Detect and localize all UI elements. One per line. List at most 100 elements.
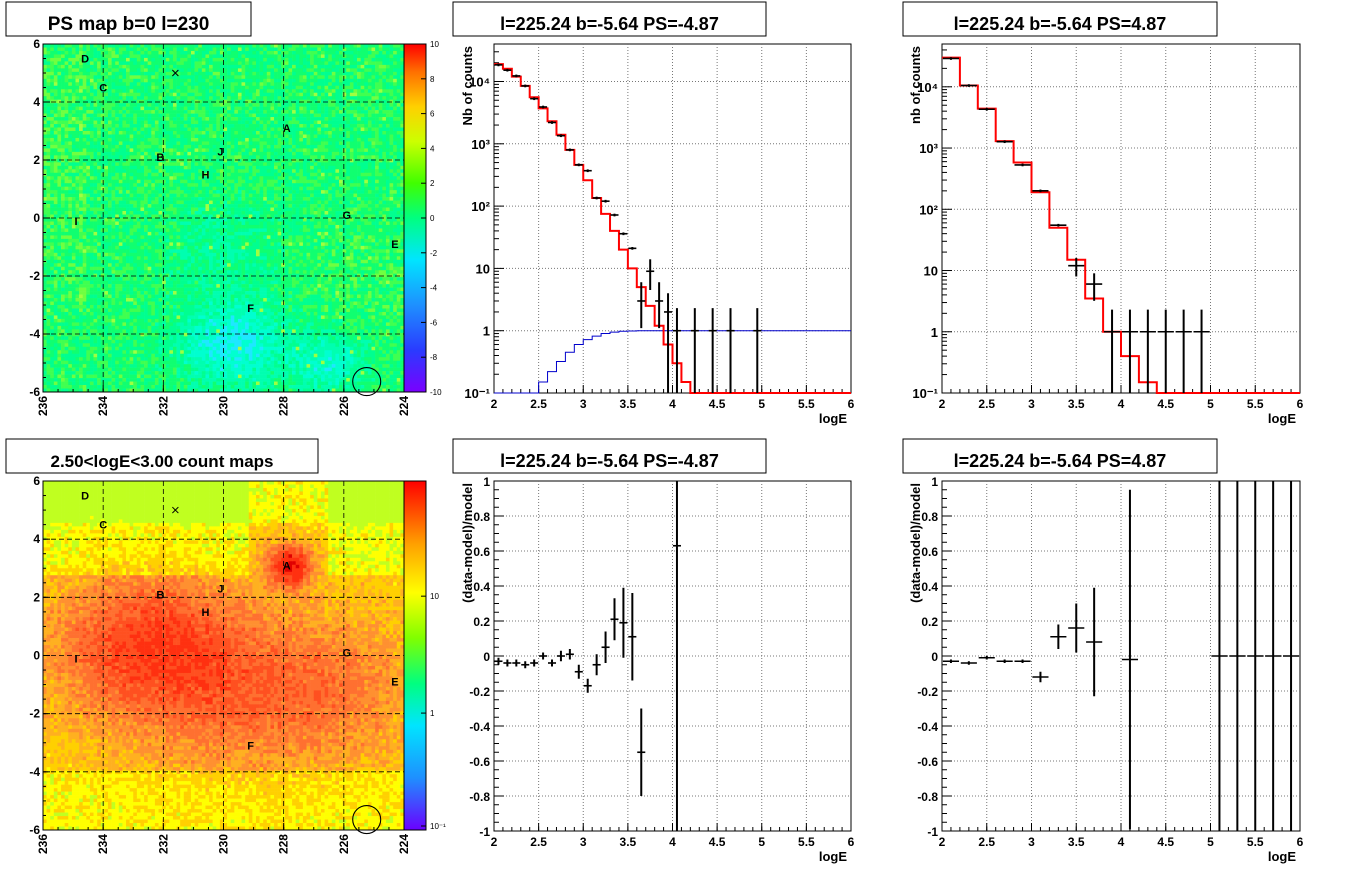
colorbar-tick-label: 1 — [430, 709, 435, 718]
title-ps-map: PS map b=0 l=230 — [48, 14, 210, 35]
x-axis-label: logE — [819, 411, 847, 426]
x-tick-label: 6 — [848, 835, 855, 849]
y-tick-label: 10³ — [471, 137, 490, 152]
y-tick-label: 0.4 — [921, 580, 938, 594]
exposure-line — [494, 330, 851, 394]
source-label-J: J — [217, 146, 223, 158]
title-count-maps: 2.50<logE<3.00 count maps — [51, 452, 274, 471]
x-tick-label: 3.5 — [620, 397, 637, 411]
y-tick-label: 10 — [924, 264, 938, 279]
title-residual-neg-box — [452, 438, 767, 474]
y-tick-label: 10² — [471, 199, 490, 214]
y-axis-label: Nb of counts — [460, 46, 475, 125]
y-tick-label: -6 — [29, 823, 40, 837]
x-tick-label: 2 — [491, 397, 498, 411]
x-tick-label: 228 — [277, 396, 291, 416]
y-tick-label: 0.6 — [473, 545, 490, 559]
x-tick-label: 6 — [848, 397, 855, 411]
x-tick-label: 2.5 — [530, 835, 547, 849]
y-tick-label: 4 — [33, 532, 40, 546]
y-axis-label: (data-model)/model — [908, 483, 923, 603]
x-axis-label: logE — [819, 849, 847, 864]
y-tick-label: -0.8 — [469, 790, 490, 804]
colorbar-tick-label: 10 — [430, 592, 439, 601]
y-tick-label: 2 — [33, 590, 40, 604]
y-tick-label: 0.8 — [921, 510, 938, 524]
x-tick-label: 3 — [580, 397, 587, 411]
y-tick-label: -0.6 — [469, 755, 490, 769]
x-tick-label: 3.5 — [1068, 835, 1085, 849]
y-tick-label: 1 — [483, 475, 490, 489]
source-label-G: G — [343, 648, 352, 660]
y-tick-label: 1 — [931, 325, 938, 340]
title-spectrum-neg-box — [452, 1, 767, 37]
x-tick-label: 236 — [36, 834, 50, 854]
x-tick-label: 3 — [1028, 397, 1035, 411]
source-label-I: I — [75, 216, 78, 228]
title-ps-map-box — [5, 1, 252, 37]
y-tick-label: -2 — [29, 707, 40, 721]
y-tick-label: -4 — [29, 327, 40, 341]
x-tick-label: 5 — [758, 397, 765, 411]
source-label-C: C — [99, 520, 107, 532]
y-tick-label: 0.4 — [473, 580, 490, 594]
cross-marker — [172, 69, 179, 77]
source-label-H: H — [201, 170, 209, 182]
x-tick-label: 234 — [96, 396, 110, 416]
y-tick-label: 1 — [931, 475, 938, 489]
y-tick-label: 0.2 — [921, 615, 938, 629]
y-tick-label: -0.6 — [917, 755, 938, 769]
y-tick-label: 10² — [919, 202, 938, 217]
x-tick-label: 5.5 — [798, 397, 815, 411]
spectrum-1: 2 2.5 3 3.5 4 4.5 5 5.5 6 10⁻¹ 1 10 10² 10³ 10⁴ logE nb … — [908, 43, 1304, 426]
source-label-C: C — [99, 83, 107, 95]
source-label-J: J — [217, 584, 223, 596]
x-tick-label: 2 — [939, 835, 946, 849]
title-residual-pos: l=225.24 b=-5.64 PS=4.87 — [954, 451, 1167, 471]
x-tick-label: 2.5 — [978, 835, 995, 849]
colorbar-tick-label: 10⁻¹ — [430, 822, 446, 831]
y-tick-label: 10⁻¹ — [464, 386, 490, 401]
y-tick-label: -0.8 — [917, 790, 938, 804]
x-tick-label: 5.5 — [1247, 397, 1264, 411]
y-tick-label: 2 — [33, 153, 40, 167]
colorbar-tick-label: 0 — [430, 214, 435, 223]
x-tick-label: 5.5 — [798, 835, 815, 849]
x-tick-label: 2.5 — [978, 397, 995, 411]
y-tick-label: 0.8 — [473, 510, 490, 524]
x-tick-label: 228 — [277, 834, 291, 854]
source-label-A: A — [283, 123, 291, 135]
y-tick-label: -2 — [29, 269, 40, 283]
colorbar-tick-label: -2 — [430, 249, 438, 258]
y-tick-label: -1 — [479, 825, 490, 839]
x-tick-label: 232 — [156, 834, 170, 854]
source-label-G: G — [343, 210, 352, 222]
residual-0: 2 2.5 3 3.5 4 4.5 5 5.5 6 1 0.8 0.6 0.4 0.2 0 -0.2 -0.4 -… — [460, 475, 855, 864]
title-spectrum-pos-box — [902, 1, 1218, 37]
title-spectrum-neg: l=225.24 b=-5.64 PS=-4.87 — [500, 14, 719, 34]
colorbar-tick-label: 10 — [430, 40, 439, 49]
x-tick-label: 224 — [397, 396, 411, 416]
roi-circle — [352, 367, 382, 397]
x-tick-label: 226 — [337, 396, 351, 416]
x-tick-label: 3 — [1028, 835, 1035, 849]
x-tick-label: 232 — [156, 396, 170, 416]
y-axis-label: (data-model)/model — [460, 483, 475, 603]
y-tick-label: 0 — [33, 211, 40, 225]
x-tick-label: 234 — [96, 834, 110, 854]
source-label-F: F — [247, 741, 254, 753]
x-tick-label: 4.5 — [1157, 397, 1174, 411]
x-tick-label: 5.5 — [1247, 835, 1264, 849]
model-line — [942, 56, 1300, 394]
y-tick-label: -6 — [29, 385, 40, 399]
x-tick-label: 2 — [939, 397, 946, 411]
colorbar-tick-label: -4 — [430, 284, 438, 293]
source-label-D: D — [81, 54, 89, 66]
heatmap-cells — [43, 44, 404, 392]
heatmap-0: 236 234 232 230 228 226 224 6 4 2 0 -2 -4 -6 D C A B JH I G E… — [29, 37, 442, 416]
y-axis-label: nb of counts — [908, 46, 923, 124]
x-tick-label: 3 — [580, 835, 587, 849]
source-label-B: B — [156, 152, 164, 164]
x-tick-label: 5 — [758, 835, 765, 849]
source-label-H: H — [201, 607, 209, 619]
